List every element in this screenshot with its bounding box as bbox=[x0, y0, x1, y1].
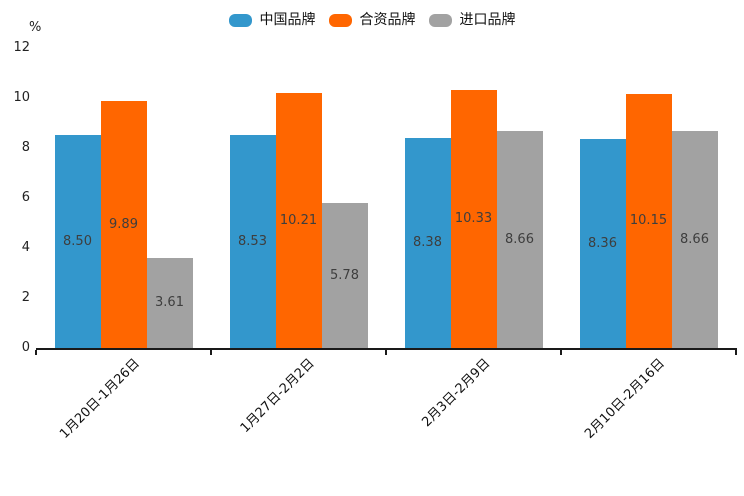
bar-中国品牌-group1: 8.53 bbox=[229, 135, 276, 348]
bar-进口品牌-group3: 8.66 bbox=[671, 131, 718, 348]
bar-合资品牌-group1: 10.21 bbox=[275, 93, 322, 348]
y-axis-unit-label: % bbox=[29, 20, 42, 35]
y-tick-label: 6 bbox=[21, 190, 30, 205]
legend-item-0: 中国品牌 bbox=[228, 12, 316, 28]
x-axis-line bbox=[36, 348, 737, 350]
y-tick-label: 4 bbox=[21, 240, 30, 255]
x-axis-tick bbox=[735, 350, 737, 355]
bar-value-label: 3.61 bbox=[155, 295, 184, 310]
bar-进口品牌-group2: 8.66 bbox=[496, 131, 543, 348]
y-tick-label: 0 bbox=[21, 340, 30, 355]
y-tick-label: 10 bbox=[13, 90, 30, 105]
bar-中国品牌-group0: 8.50 bbox=[54, 135, 101, 348]
bar-中国品牌-group3: 8.36 bbox=[579, 139, 626, 348]
bar-value-label: 10.21 bbox=[279, 212, 318, 228]
bar-中国品牌-group2: 8.38 bbox=[404, 138, 451, 348]
bar-value-label: 9.89 bbox=[109, 216, 138, 232]
bar-value-label: 10.15 bbox=[629, 213, 668, 228]
y-tick-label: 2 bbox=[21, 290, 30, 305]
x-category-label: 2月3日-2月9日 bbox=[419, 356, 494, 431]
legend-swatch-icon bbox=[228, 13, 252, 27]
bar-value-label: 8.66 bbox=[680, 231, 709, 247]
bar-合资品牌-group2: 10.33 bbox=[450, 90, 497, 348]
bar-进口品牌-group1: 5.78 bbox=[321, 203, 368, 348]
x-category-label: 1月20日-1月26日 bbox=[57, 356, 144, 442]
legend-label: 合资品牌 bbox=[359, 12, 416, 28]
x-axis-tick bbox=[385, 350, 387, 355]
bar-value-label: 8.66 bbox=[505, 231, 534, 247]
chart-legend: 中国品牌 合资品牌 进口品牌 bbox=[0, 9, 744, 31]
legend-label: 进口品牌 bbox=[459, 12, 516, 28]
bar-value-label: 8.38 bbox=[413, 235, 442, 250]
bar-合资品牌-group3: 10.15 bbox=[625, 94, 672, 348]
y-tick-label: 8 bbox=[21, 140, 30, 155]
x-axis-tick bbox=[35, 350, 37, 355]
legend-item-2: 进口品牌 bbox=[428, 12, 516, 28]
bar-合资品牌-group0: 9.89 bbox=[100, 101, 147, 348]
bar-value-label: 8.36 bbox=[588, 235, 617, 251]
x-category-label: 2月10日-2月16日 bbox=[582, 356, 669, 442]
bar-value-label: 5.78 bbox=[330, 267, 359, 283]
legend-label: 中国品牌 bbox=[259, 12, 316, 28]
x-axis-tick bbox=[210, 350, 212, 355]
bar-进口品牌-group0: 3.61 bbox=[146, 258, 193, 348]
x-category-label: 1月27日-2月2日 bbox=[238, 356, 319, 436]
y-tick-label: 12 bbox=[13, 40, 30, 55]
bar-value-label: 10.33 bbox=[454, 211, 493, 226]
bar-value-label: 8.50 bbox=[63, 233, 92, 249]
plot-area: 8.50 9.89 3.61 8.53 10.21 5.78 8.38 10.33 8.66 8.… bbox=[36, 48, 736, 348]
legend-swatch-icon bbox=[328, 13, 352, 27]
bar-value-label: 8.53 bbox=[238, 233, 267, 249]
x-axis-tick bbox=[560, 350, 562, 355]
legend-item-1: 合资品牌 bbox=[328, 12, 416, 28]
legend-swatch-icon bbox=[428, 13, 452, 27]
